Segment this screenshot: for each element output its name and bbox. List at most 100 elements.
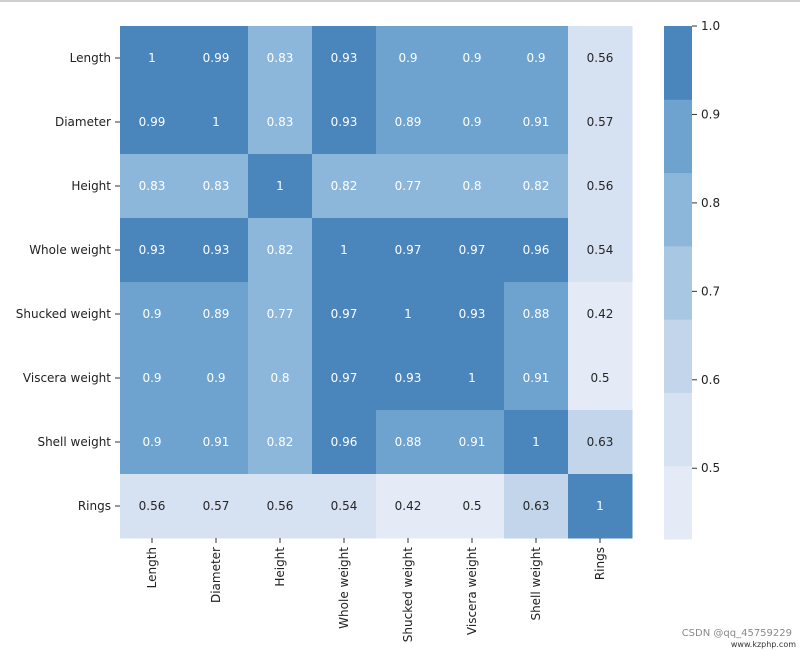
heatmap-cell [184, 26, 249, 91]
colorbar-tick-label: 0.7 [701, 284, 720, 298]
cell-value-label: 0.9 [206, 371, 225, 385]
heatmap-cell [120, 346, 185, 411]
heatmap-cell [120, 26, 185, 91]
cell-value-label: 0.91 [523, 371, 550, 385]
y-tick-label: Whole weight [29, 243, 111, 257]
colorbar-tick-label: 0.6 [701, 373, 720, 387]
cell-value-label: 1 [212, 115, 220, 129]
cell-value-label: 0.8 [270, 371, 289, 385]
cell-value-label: 0.77 [395, 179, 422, 193]
colorbar-tick-label: 1.0 [701, 19, 720, 33]
heatmap-cell [248, 474, 313, 539]
heatmap-cell [440, 282, 505, 347]
cell-value-label: 0.83 [139, 179, 166, 193]
colorbar-segment [664, 172, 692, 247]
cell-value-label: 0.9 [462, 115, 481, 129]
cell-value-label: 1 [340, 243, 348, 257]
cell-value-label: 0.93 [331, 115, 358, 129]
heatmap-cell [504, 410, 569, 475]
x-tick-label: Length [145, 547, 159, 588]
heatmap-cell [568, 474, 633, 539]
cell-value-label: 0.9 [142, 435, 161, 449]
heatmap-cell [440, 218, 505, 283]
colorbar-tick-label: 0.8 [701, 196, 720, 210]
heatmap-cell [312, 474, 377, 539]
heatmap-cell [440, 90, 505, 155]
cell-value-label: 1 [276, 179, 284, 193]
heatmap-cell [184, 346, 249, 411]
heatmap-cell [376, 218, 441, 283]
cell-value-label: 0.9 [142, 307, 161, 321]
y-tick-label: Length [70, 51, 111, 65]
x-tick-label: Whole weight [337, 547, 351, 629]
heatmap-cell [248, 346, 313, 411]
heatmap-cell [568, 346, 633, 411]
heatmap-cell [376, 154, 441, 219]
x-tick-label: Diameter [209, 547, 223, 603]
heatmap-cell [376, 346, 441, 411]
cell-value-label: 0.83 [267, 51, 294, 65]
heatmap-cell [376, 282, 441, 347]
cell-value-label: 0.97 [331, 371, 358, 385]
cell-value-label: 0.42 [587, 307, 614, 321]
heatmap-cell [568, 218, 633, 283]
cell-value-label: 0.93 [203, 243, 230, 257]
heatmap-cell [568, 90, 633, 155]
heatmap-cell [184, 282, 249, 347]
heatmap-cell [504, 90, 569, 155]
cell-value-label: 0.93 [395, 371, 422, 385]
heatmap-cell [312, 218, 377, 283]
x-tick-label: Viscera weight [465, 547, 479, 635]
cell-value-label: 0.54 [587, 243, 614, 257]
cell-value-label: 0.9 [398, 51, 417, 65]
cell-value-label: 0.57 [203, 499, 230, 513]
cell-value-label: 0.82 [267, 243, 294, 257]
colorbar-segment [664, 99, 692, 174]
cell-value-label: 0.83 [267, 115, 294, 129]
heatmap-cell [184, 410, 249, 475]
cell-value-label: 0.42 [395, 499, 422, 513]
cell-value-label: 0.56 [267, 499, 294, 513]
x-tick-label: Rings [593, 547, 607, 580]
cell-value-label: 0.5 [590, 371, 609, 385]
heatmap-cell [376, 90, 441, 155]
y-tick-label: Height [71, 179, 111, 193]
cell-value-label: 0.5 [462, 499, 481, 513]
heatmap-cell [504, 154, 569, 219]
colorbar-segment [664, 245, 692, 320]
heatmap-cell [120, 218, 185, 283]
colorbar-tick-label: 0.5 [701, 461, 720, 475]
top-border [0, 0, 800, 2]
y-tick-label: Rings [78, 499, 111, 513]
heatmap-cell [440, 410, 505, 475]
heatmap-cell [120, 282, 185, 347]
x-tick-label: Height [273, 547, 287, 587]
x-tick-labels: Length Diameter Height Whole weight Shucked … [145, 538, 607, 642]
y-tick-label: Shell weight [37, 435, 111, 449]
heatmap-cell [312, 282, 377, 347]
cell-value-label: 1 [148, 51, 156, 65]
heatmap-cell [440, 346, 505, 411]
heatmap-cell [184, 154, 249, 219]
cell-value-label: 0.54 [331, 499, 358, 513]
cell-value-label: 0.88 [395, 435, 422, 449]
cell-value-label: 0.77 [267, 307, 294, 321]
cell-value-label: 0.97 [459, 243, 486, 257]
heatmap-cell [248, 90, 313, 155]
cell-value-label: 0.82 [267, 435, 294, 449]
x-tick-label: Shell weight [529, 547, 543, 621]
cell-value-label: 0.88 [523, 307, 550, 321]
cell-value-label: 0.57 [587, 115, 614, 129]
heatmap-cell [376, 26, 441, 91]
heatmap-cell [504, 346, 569, 411]
cell-value-label: 0.99 [139, 115, 166, 129]
colorbar: 0.5 0.6 0.7 0.8 0.9 1.0 [664, 19, 720, 540]
cell-value-label: 0.91 [203, 435, 230, 449]
cell-value-label: 1 [468, 371, 476, 385]
cell-value-label: 0.89 [203, 307, 230, 321]
heatmap-cell [248, 410, 313, 475]
cell-value-label: 0.96 [331, 435, 358, 449]
cell-value-label: 0.56 [139, 499, 166, 513]
colorbar-tick-label: 0.9 [701, 107, 720, 121]
